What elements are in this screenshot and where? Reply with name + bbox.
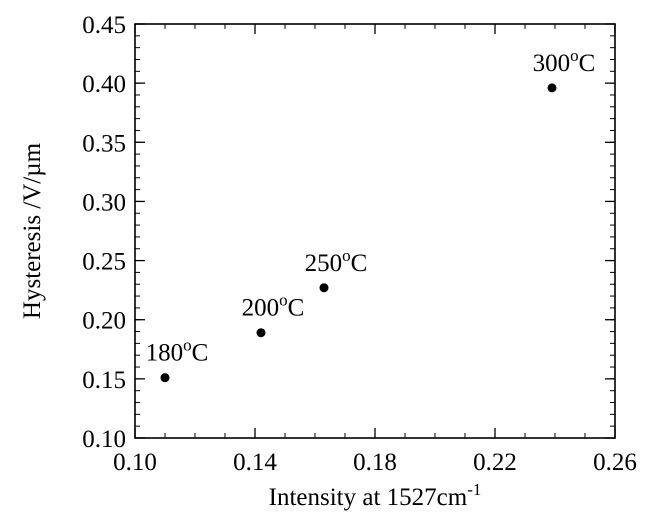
x-tick-label: 0.26 <box>593 449 637 476</box>
x-tick-label: 0.22 <box>473 449 517 476</box>
plot-frame <box>134 23 616 439</box>
data-point <box>256 328 266 338</box>
data-point <box>319 283 329 293</box>
y-tick-label: 0.30 <box>82 189 126 216</box>
y-tick-label: 0.10 <box>82 426 126 453</box>
y-axis-title: Hysteresis /V/µm <box>19 142 46 319</box>
point-label: 300oC <box>533 46 596 77</box>
y-tick-label: 0.25 <box>82 249 126 276</box>
major-ticks <box>134 23 616 439</box>
y-tick-label: 0.40 <box>82 71 126 98</box>
x-axis-title-superscript: -1 <box>467 480 481 499</box>
x-axis-title: Intensity at 1527cm-1 <box>269 480 482 511</box>
y-tick-label: 0.35 <box>82 130 126 157</box>
y-tick-labels: 0.10 0.15 0.20 0.25 0.30 0.35 0.40 0.45 <box>82 12 126 453</box>
y-tick-label: 0.45 <box>82 12 126 39</box>
x-tick-label: 0.10 <box>113 449 157 476</box>
data-point <box>160 373 170 383</box>
data-point <box>547 83 557 93</box>
data-points <box>160 83 557 383</box>
x-tick-labels: 0.10 0.14 0.18 0.22 0.26 <box>113 449 637 476</box>
y-tick-label: 0.15 <box>82 367 126 394</box>
minor-ticks <box>134 23 616 439</box>
x-tick-label: 0.18 <box>353 449 397 476</box>
point-label: 250oC <box>305 246 368 277</box>
y-tick-label: 0.20 <box>82 308 126 335</box>
point-label: 200oC <box>242 291 305 322</box>
point-label: 180oC <box>146 336 209 367</box>
x-tick-label: 0.14 <box>233 449 277 476</box>
